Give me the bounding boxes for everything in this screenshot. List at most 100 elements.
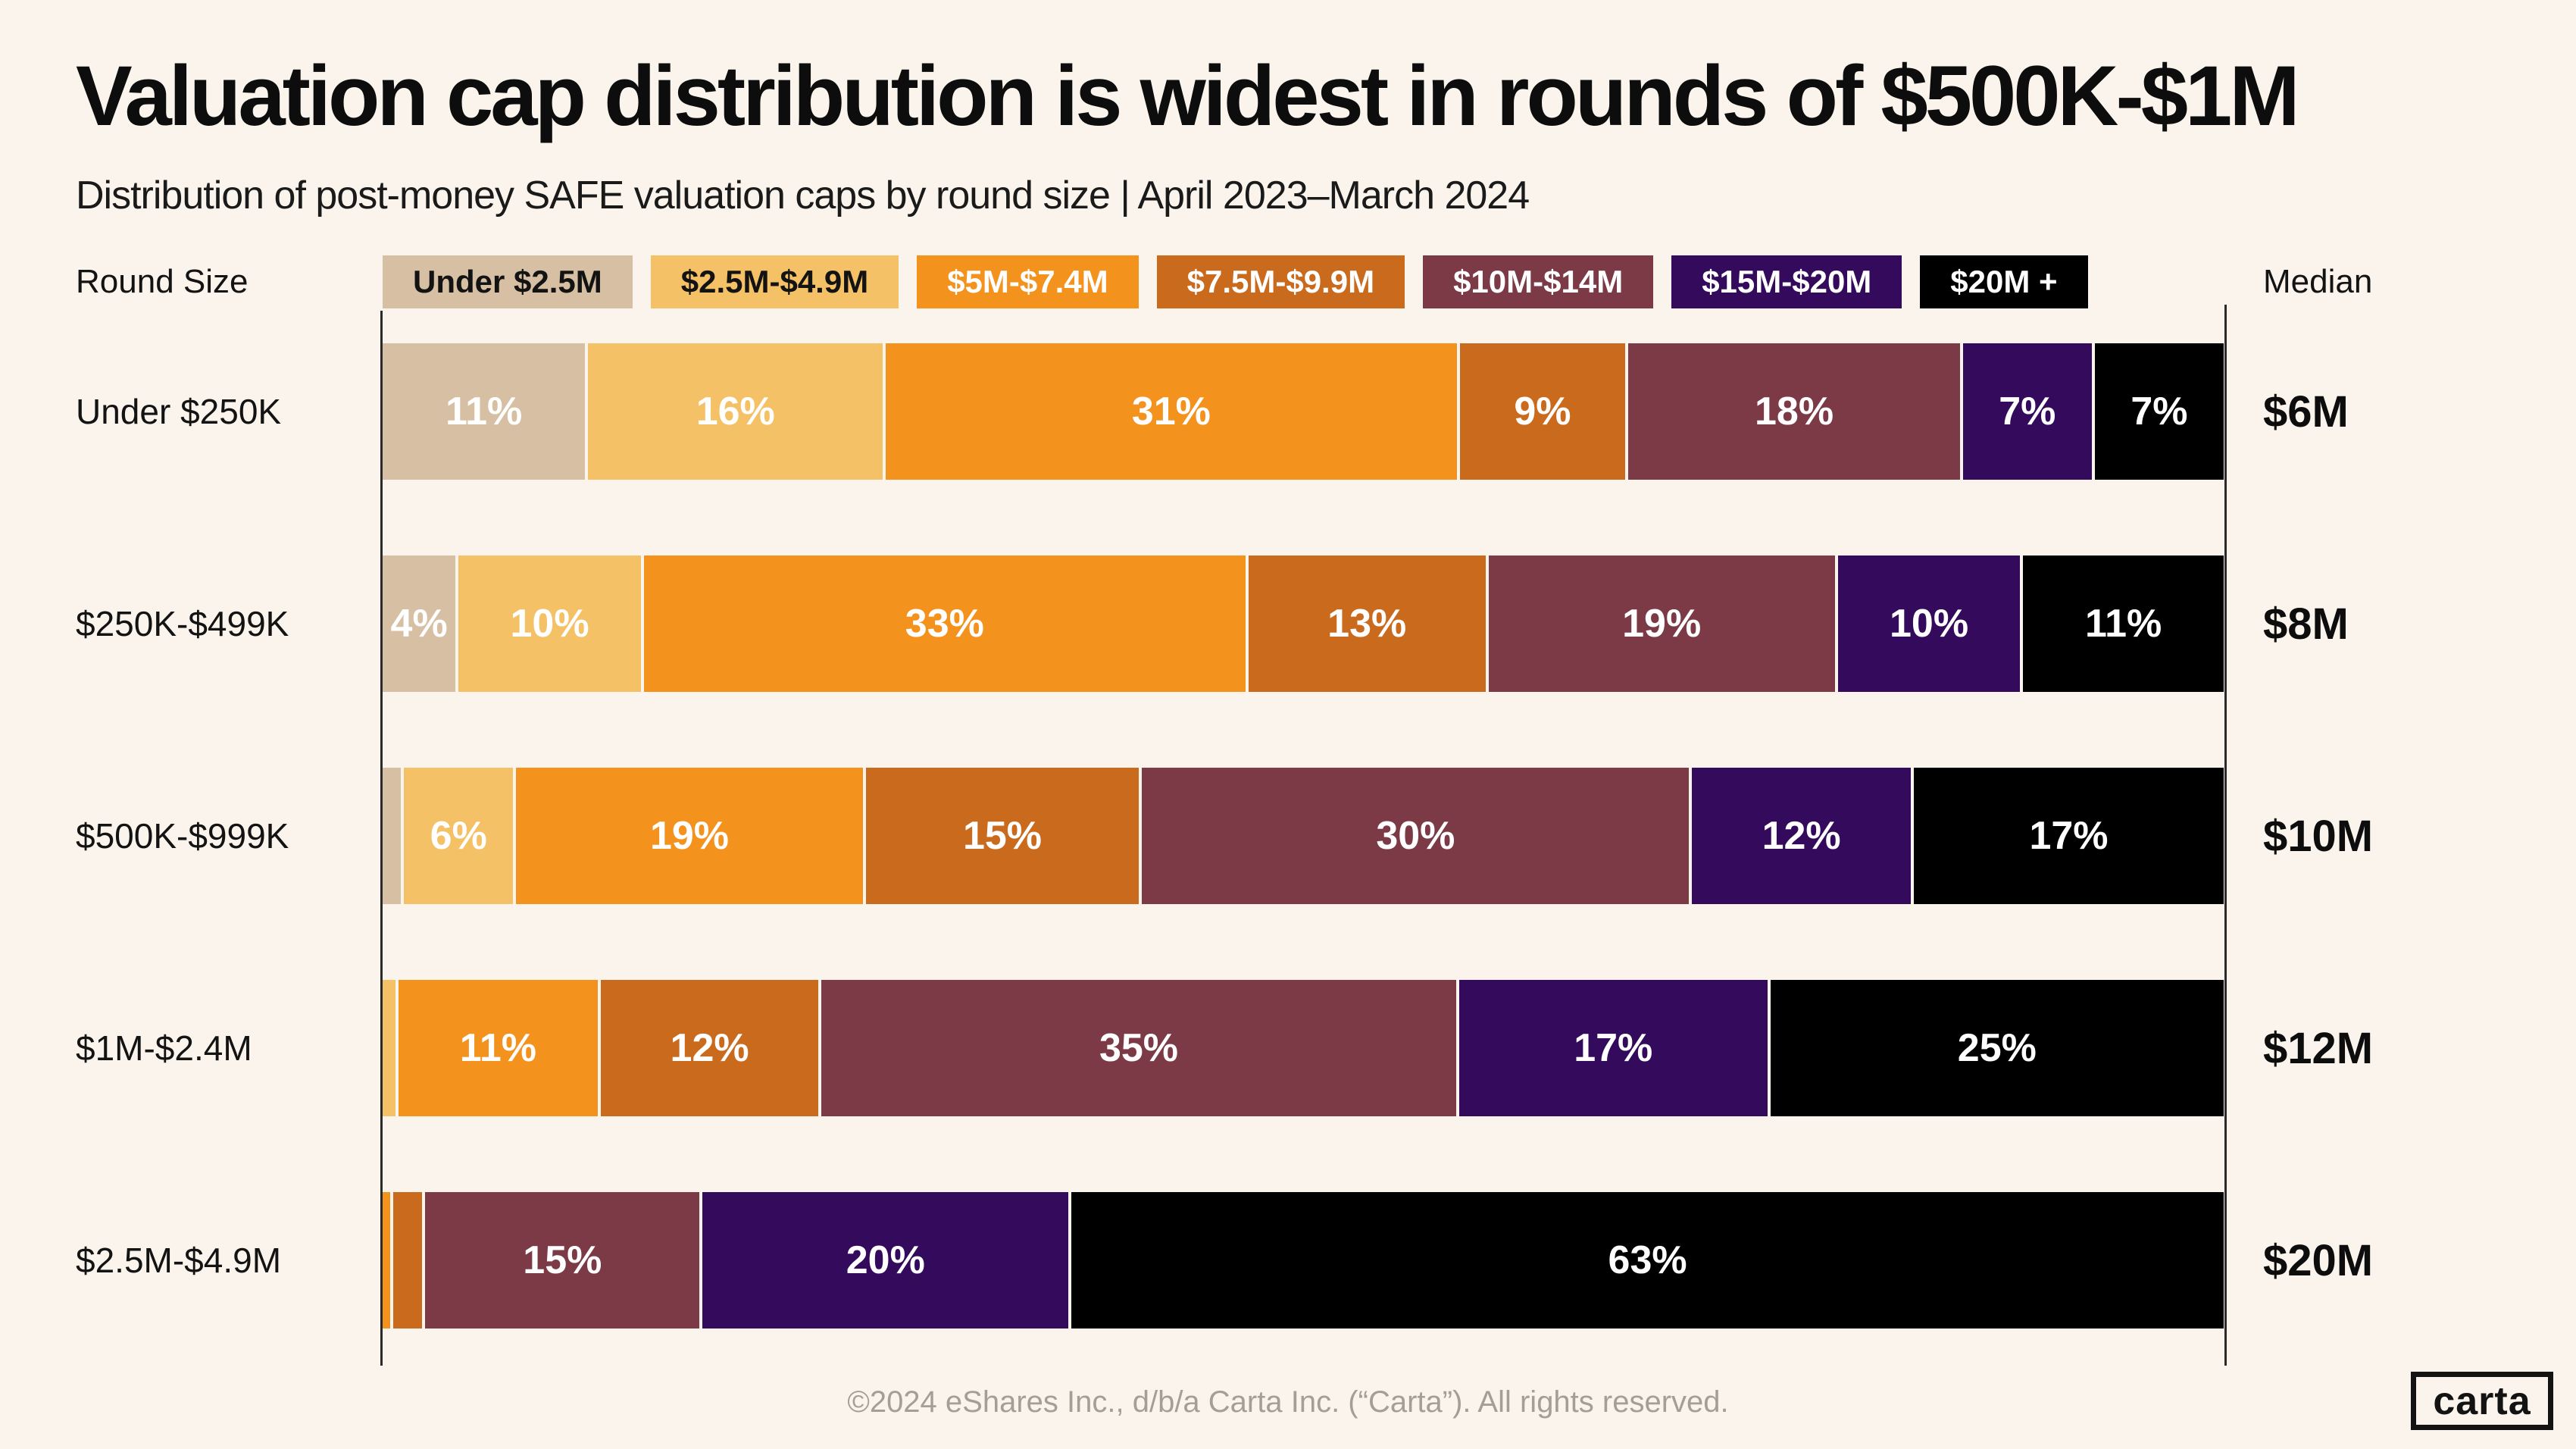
bar-track: 11% 16% 31% 9% 18% 7% 7% xyxy=(383,343,2224,480)
legend-chip--5m-7.4m: $5M-$7.4M xyxy=(917,255,1139,308)
segment-value-label: 10% xyxy=(510,602,589,646)
median-value: $20M xyxy=(2263,1235,2374,1285)
bar-segment--5m-7.4m: 11% xyxy=(398,980,598,1116)
legend-chip--15m-20m: $15M-$20M xyxy=(1671,255,1902,308)
segment-value-label: 19% xyxy=(649,814,730,858)
bar-segment--2.5m-4.9m: 10% xyxy=(458,556,641,692)
chart-rows: Under $250K 11% 16% 31% 9% 18% 7% 7% $6M $250K-$4… xyxy=(0,343,2576,1404)
copyright-text: ©2024 eShares Inc., d/b/a Carta Inc. (“C… xyxy=(847,1385,1729,1419)
bar-segment--5m-7.4m: 19% xyxy=(516,768,863,904)
legend-chip--7.5m-9.9m: $7.5M-$9.9M xyxy=(1156,255,1405,308)
median-header: Median xyxy=(2263,263,2373,300)
segment-value-label: 12% xyxy=(670,1026,749,1070)
bar-segment--5m-7.4m: 31% xyxy=(886,343,1457,480)
bar-segment--15m-20m: 10% xyxy=(1837,556,2021,692)
median-value: $10M xyxy=(2263,811,2374,861)
segment-value-label: 15% xyxy=(523,1238,602,1282)
bar-segment--20m-: 25% xyxy=(1770,980,2224,1116)
bar-segment--7.5m-9.9m: 13% xyxy=(1248,556,1486,692)
page-subtitle: Distribution of post-money SAFE valuatio… xyxy=(76,174,1530,218)
bar-segment--10m-14m: 18% xyxy=(1628,343,1960,480)
legend-chip--10m-14m: $10M-$14M xyxy=(1423,255,1654,308)
bar-segment--5m-7.4m xyxy=(383,1192,390,1329)
bar-row--250k-499k: $250K-$499K 4% 10% 33% 13% 19% 10% 11% $8M xyxy=(0,556,2576,692)
legend-chip-under-2.5m: Under $2.5M xyxy=(383,255,633,308)
legend-chip--2.5m-4.9m: $2.5M-$4.9M xyxy=(650,255,899,308)
row-label: $2.5M-$4.9M xyxy=(76,1241,282,1280)
bar-row--1m-2.4m: $1M-$2.4M 11% 12% 35% 17% 25% $12M xyxy=(0,980,2576,1116)
bar-segment--7.5m-9.9m: 12% xyxy=(601,980,819,1116)
bar-segment--7.5m-9.9m: 9% xyxy=(1459,343,1626,480)
legend: Under $2.5M $2.5M-$4.9M $5M-$7.4M $7.5M-$9.… xyxy=(383,255,2224,309)
bar-segment-under-2.5m: 4% xyxy=(383,556,456,692)
median-value: $12M xyxy=(2263,1023,2374,1073)
bar-track: 15% 20% 63% xyxy=(383,1192,2224,1329)
bar-segment--10m-14m: 19% xyxy=(1488,556,1835,692)
bar-segment--20m-: 17% xyxy=(1913,768,2224,904)
segment-value-label: 25% xyxy=(1957,1026,2037,1070)
carta-logo: carta xyxy=(2411,1372,2553,1430)
segment-value-label: 7% xyxy=(2131,390,2188,433)
bar-segment--7.5m-9.9m: 15% xyxy=(865,768,1140,904)
bar-track: 4% 10% 33% 13% 19% 10% 11% xyxy=(383,556,2224,692)
row-label: $500K-$999K xyxy=(76,816,289,856)
row-label: Under $250K xyxy=(76,392,282,431)
legend-chip--20m-: $20M + xyxy=(1920,255,2088,308)
segment-value-label: 15% xyxy=(962,814,1043,858)
segment-value-label: 33% xyxy=(905,602,984,646)
bar-segment--2.5m-4.9m xyxy=(383,980,395,1116)
round-size-header: Round Size xyxy=(76,263,249,300)
segment-value-label: 10% xyxy=(1889,602,1969,646)
median-axis-line xyxy=(2224,305,2227,1366)
segment-value-label: 4% xyxy=(390,602,448,646)
segment-value-label: 13% xyxy=(1327,602,1407,646)
bar-segment-under-2.5m: 11% xyxy=(383,343,586,480)
segment-value-label: 31% xyxy=(1131,390,1211,433)
segment-value-label: 18% xyxy=(1754,390,1834,433)
segment-value-label: 17% xyxy=(2029,814,2109,858)
segment-value-label: 30% xyxy=(1376,814,1455,858)
segment-value-label: 16% xyxy=(696,390,775,433)
segment-value-label: 11% xyxy=(2085,602,2162,646)
bar-segment--20m-: 63% xyxy=(1071,1192,2224,1329)
segment-value-label: 20% xyxy=(846,1238,925,1282)
bar-segment--20m-: 11% xyxy=(2023,556,2224,692)
bar-segment--15m-20m: 12% xyxy=(1692,768,1911,904)
bar-segment--10m-14m: 15% xyxy=(425,1192,700,1329)
bar-segment--15m-20m: 20% xyxy=(702,1192,1069,1329)
median-value: $8M xyxy=(2263,599,2349,649)
bar-segment--7.5m-9.9m xyxy=(392,1192,423,1329)
segment-value-label: 63% xyxy=(1608,1238,1687,1282)
page-title: Valuation cap distribution is widest in … xyxy=(76,49,2300,143)
segment-value-label: 6% xyxy=(430,814,487,858)
bar-segment--2.5m-4.9m: 16% xyxy=(588,343,883,480)
bar-track: 11% 12% 35% 17% 25% xyxy=(383,980,2224,1116)
bar-segment--15m-20m: 7% xyxy=(1962,343,2092,480)
segment-value-label: 19% xyxy=(1622,602,1702,646)
bar-row--2.5m-4.9m: $2.5M-$4.9M 15% 20% 63% $20M xyxy=(0,1192,2576,1329)
segment-value-label: 9% xyxy=(1514,390,1571,433)
bar-segment--2.5m-4.9m: 6% xyxy=(404,768,514,904)
segment-value-label: 35% xyxy=(1099,1026,1179,1070)
segment-value-label: 12% xyxy=(1762,814,1841,858)
bar-segment-under-2.5m xyxy=(383,768,402,904)
left-axis-line xyxy=(380,311,383,1366)
segment-value-label: 17% xyxy=(1574,1026,1653,1070)
bar-segment--10m-14m: 30% xyxy=(1142,768,1690,904)
segment-value-label: 7% xyxy=(1999,390,2056,433)
bar-row--500k-999k: $500K-$999K 6% 19% 15% 30% 12% 17% $10M xyxy=(0,768,2576,904)
segment-value-label: 11% xyxy=(459,1026,536,1070)
row-label: $1M-$2.4M xyxy=(76,1028,252,1068)
segment-value-label: 11% xyxy=(445,390,523,433)
bar-segment--20m-: 7% xyxy=(2094,343,2224,480)
legend-row: Round Size Under $2.5M $2.5M-$4.9M $5M-$7.… xyxy=(0,255,2576,309)
bar-segment--15m-20m: 17% xyxy=(1458,980,1768,1116)
bar-segment--10m-14m: 35% xyxy=(821,980,1456,1116)
row-label: $250K-$499K xyxy=(76,604,289,643)
bar-track: 6% 19% 15% 30% 12% 17% xyxy=(383,768,2224,904)
bar-row-under-250k: Under $250K 11% 16% 31% 9% 18% 7% 7% $6M xyxy=(0,343,2576,480)
bar-segment--5m-7.4m: 33% xyxy=(643,556,1246,692)
median-value: $6M xyxy=(2263,387,2349,437)
carta-logo-text: carta xyxy=(2433,1379,2531,1423)
